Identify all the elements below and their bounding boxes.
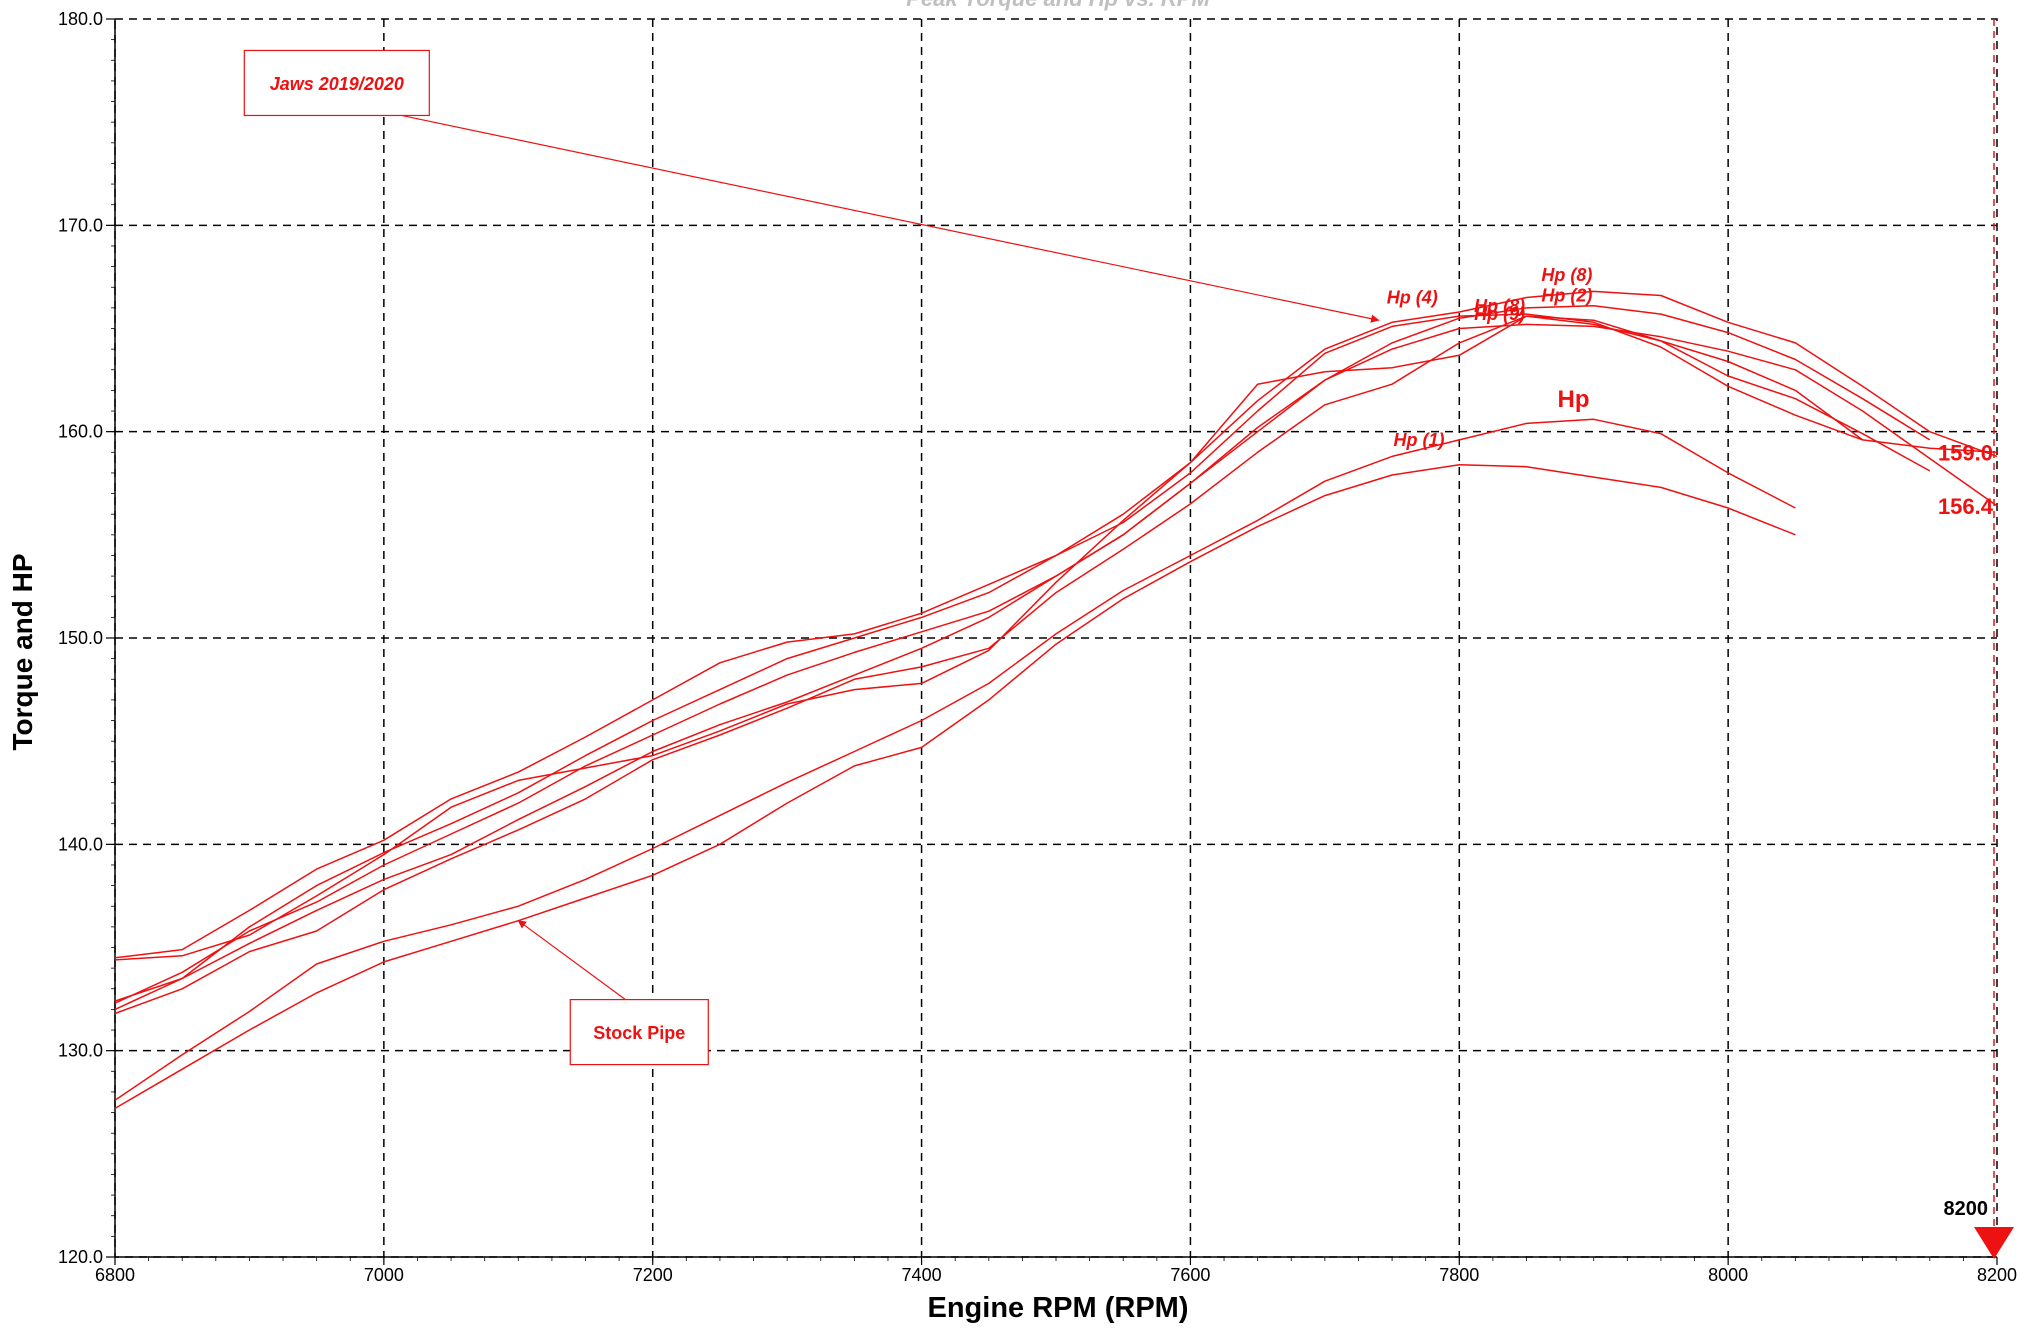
chart-title: Peak Torque and Hp vs. RPM (906, 0, 1210, 11)
annotation-arrow (401, 114, 1380, 323)
y-tick-label: 130.0 (58, 1041, 103, 1061)
annotation-text: Stock Pipe (593, 1023, 685, 1043)
series-group (114, 290, 1998, 1110)
series-line-2 (114, 290, 1998, 1011)
series-label: Hp (8) (1541, 265, 1592, 285)
series-label: Hp (2) (1541, 286, 1592, 306)
end-value-label: 156.4 (1938, 494, 1994, 519)
series-line-7 (114, 418, 1796, 1101)
x-tick-label: 7400 (902, 1265, 942, 1285)
series-line-6 (114, 315, 1931, 1015)
x-axis-title: Engine RPM (RPM) (928, 1292, 1189, 1324)
x-tick-label: 8000 (1708, 1265, 1748, 1285)
x-tick-label: 8200 (1977, 1265, 2017, 1285)
y-tick-label: 150.0 (58, 628, 103, 648)
series-line-5 (114, 315, 1864, 961)
series-label: Hp (9) (1474, 304, 1525, 324)
series-line-4 (114, 323, 1998, 1002)
x-tick-label: 7000 (364, 1265, 404, 1285)
series-line-8 (114, 463, 1796, 1110)
y-tick-label: 140.0 (58, 834, 103, 854)
series-line-1 (114, 313, 1998, 959)
x-tick-label: 6800 (95, 1265, 135, 1285)
series-label: Hp (1558, 386, 1590, 413)
annotation-arrow (517, 920, 626, 1001)
cursor-group: 8200 (1944, 19, 2014, 1259)
annotation-box (243, 49, 430, 117)
annotation-box (569, 998, 709, 1066)
series-label: Hp (8) (1474, 296, 1525, 316)
end-value-label: 159.0 (1938, 440, 1993, 465)
x-tick-label: 7200 (633, 1265, 673, 1285)
x-tick-label: 7800 (1439, 1265, 1479, 1285)
x-tick-label: 7600 (1170, 1265, 1210, 1285)
label-group: Hp (4) Hp (8)Hp (9)Hp (8)Hp (2)Hp (1)Hp15… (1387, 265, 1994, 519)
annotation-group: Jaws 2019/2020 Stock Pipe (243, 49, 1380, 1066)
y-tick-label: 180.0 (58, 9, 103, 29)
cursor-marker (1974, 1227, 2014, 1259)
series-label: Hp (1) (1393, 430, 1444, 450)
y-tick-label: 170.0 (58, 215, 103, 235)
axes: 6800 7000 7200 7400 7600 7800 8000 8200 120.0 130… (58, 9, 2017, 1285)
grid (114, 18, 1998, 1258)
series-line-3 (114, 305, 1931, 1004)
y-axis-title: Torque and HP (7, 553, 38, 750)
y-tick-label: 160.0 (58, 422, 103, 442)
annotation-text: Jaws 2019/2020 (270, 74, 404, 94)
cursor-label: 8200 (1944, 1198, 1989, 1220)
series-label: Hp (4) (1387, 288, 1438, 308)
y-tick-label: 120.0 (58, 1247, 103, 1267)
